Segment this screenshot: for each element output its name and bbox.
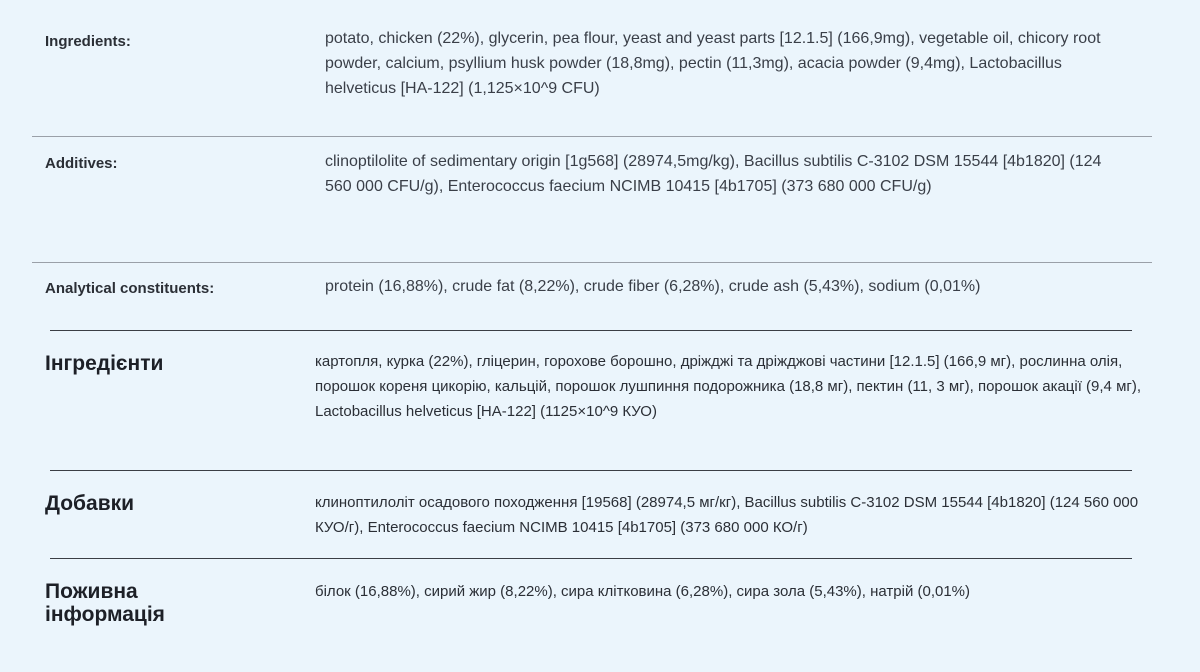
ingredients-label-ua: Інгредієнти [45, 352, 164, 375]
ingredients-text: potato, chicken (22%), glycerin, pea flo… [325, 30, 1101, 97]
divider [32, 136, 1152, 137]
nutrition-text-ua: білок (16,88%), сирий жир (8,22%), сира … [315, 583, 971, 600]
divider [50, 470, 1132, 471]
additives-text-ua: клиноптилоліт осадового походження [1956… [315, 494, 1139, 536]
additives-label-ua: Добавки [45, 492, 135, 515]
divider [32, 262, 1152, 263]
analytical-constituents-label: Analytical constituents: [45, 280, 215, 297]
additives-text: clinoptilolite of sedimentary origin [1g… [325, 153, 1102, 195]
divider [50, 558, 1132, 559]
analytical-constituents-text: protein (16,88%), crude fat (8,22%), cru… [325, 278, 981, 295]
divider [50, 330, 1132, 331]
nutrition-label-ua: Поживна інформація [45, 580, 165, 626]
additives-label: Additives: [45, 155, 118, 172]
ingredients-label: Ingredients: [45, 33, 131, 50]
ingredients-text-ua: картопля, курка (22%), гліцерин, горохов… [315, 353, 1142, 420]
